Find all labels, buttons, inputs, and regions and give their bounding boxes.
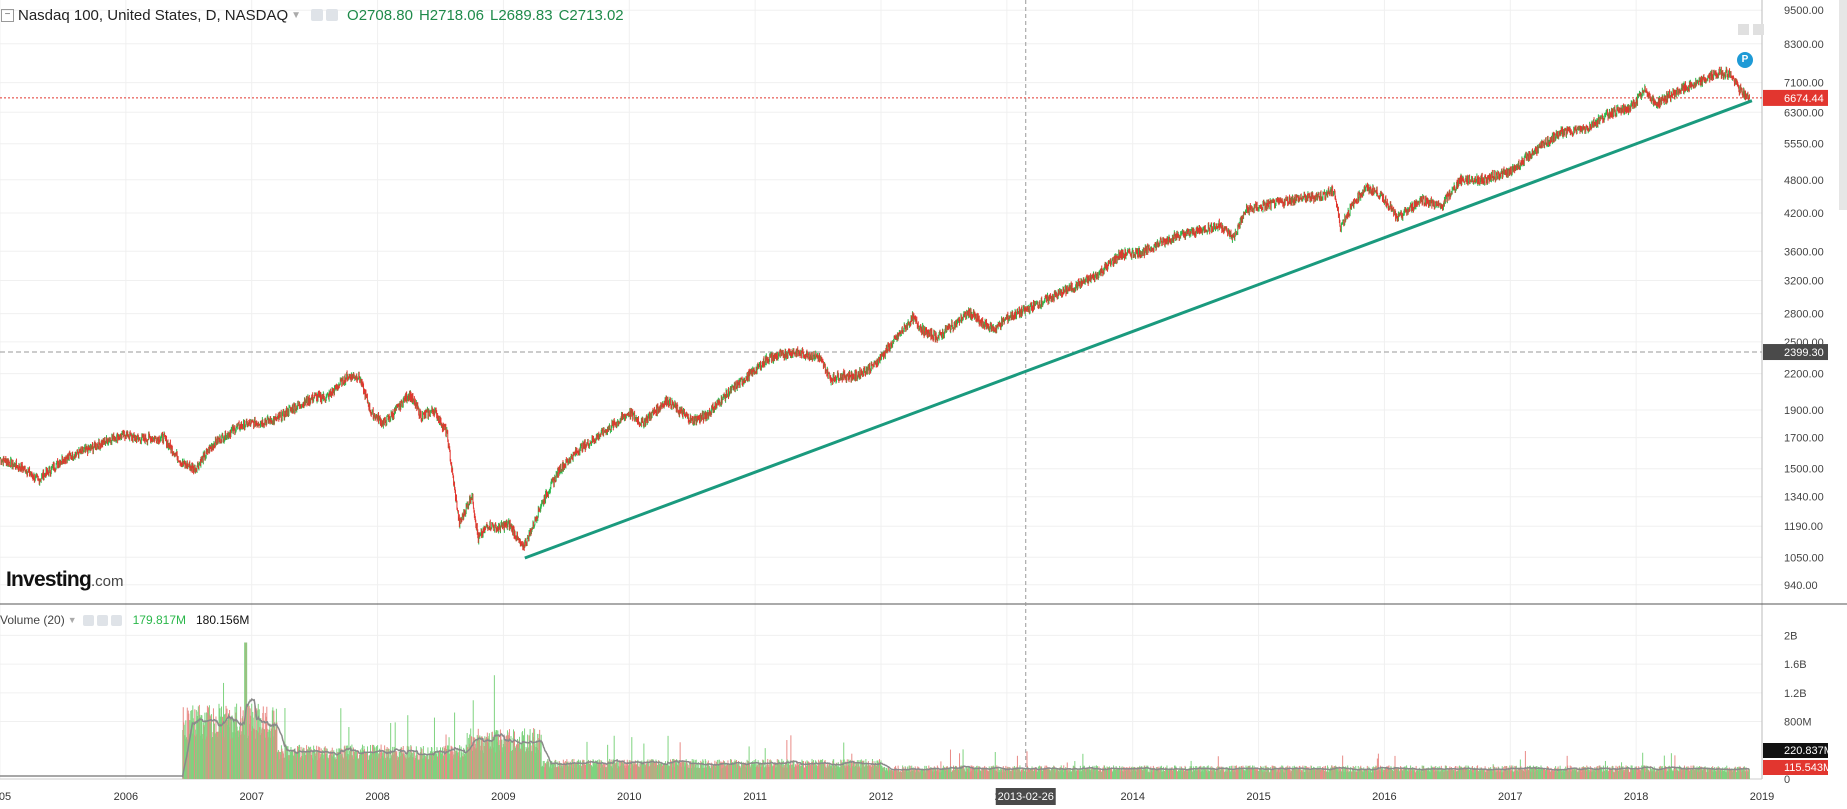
y-tick-label: 2800.00 [1784,309,1824,321]
vol-tick-label: 1.6B [1784,659,1807,671]
y-tick-label: 9500.00 [1784,5,1824,17]
y-tick-label: 3200.00 [1784,276,1824,288]
last-price-label: 6674.44 [1784,93,1824,105]
x-tick-label: 2006 [114,791,138,803]
last-price-box [1763,89,1828,106]
x-tick-label: 2008 [365,791,389,803]
x-tick-label: 05 [0,791,11,803]
y-tick-label: 1900.00 [1784,405,1824,417]
x-tick-label: 2018 [1624,791,1648,803]
volume-bars [182,642,1750,779]
x-tick-label: 2017 [1498,791,1522,803]
y-tick-label: 6300.00 [1784,107,1824,119]
vol-tick-label: 2B [1784,630,1797,642]
vol-tick-label: 800M [1784,717,1812,729]
vol-tick-label: 1.2B [1784,688,1807,700]
y-tick-label: 940.00 [1784,580,1818,592]
x-tick-label: 2012 [869,791,893,803]
y-tick-label: 7100.00 [1784,78,1824,90]
x-tick-label: 2010 [617,791,641,803]
y-tick-label: 1340.00 [1784,492,1824,504]
y-tick-label: 8300.00 [1784,39,1824,51]
price-candles-down [0,66,1750,551]
crosshair-price-label: 2399.30 [1784,347,1824,359]
y-tick-label: 1700.00 [1784,433,1824,445]
y-tick-label: 5550.00 [1784,139,1824,151]
x-tick-label: 2011 [743,791,767,803]
y-tick-label: 4800.00 [1784,175,1824,187]
y-tick-label: 2200.00 [1784,369,1824,381]
trend-line [524,99,1753,560]
x-tick-label: 2007 [239,791,263,803]
crosshair-date-label: 2013-02-26 [998,791,1054,803]
x-tick-label: 2009 [491,791,515,803]
crosshair-price-box [1763,344,1828,361]
x-tick-label: 2014 [1120,791,1144,803]
x-tick-label: 2016 [1372,791,1396,803]
y-tick-label: 4200.00 [1784,208,1824,220]
y-tick-label: 1190.00 [1784,521,1823,533]
x-tick-label: 2015 [1246,791,1270,803]
x-tick-label: 2019 [1750,791,1774,803]
price-candles-up [0,66,1750,551]
y-tick-label: 1050.00 [1784,552,1824,564]
y-tick-label: 3600.00 [1784,246,1824,258]
vol-tick-label: 0 [1784,774,1790,786]
crosshair-date-box [995,788,1056,805]
y-tick-label: 1500.00 [1784,464,1824,476]
